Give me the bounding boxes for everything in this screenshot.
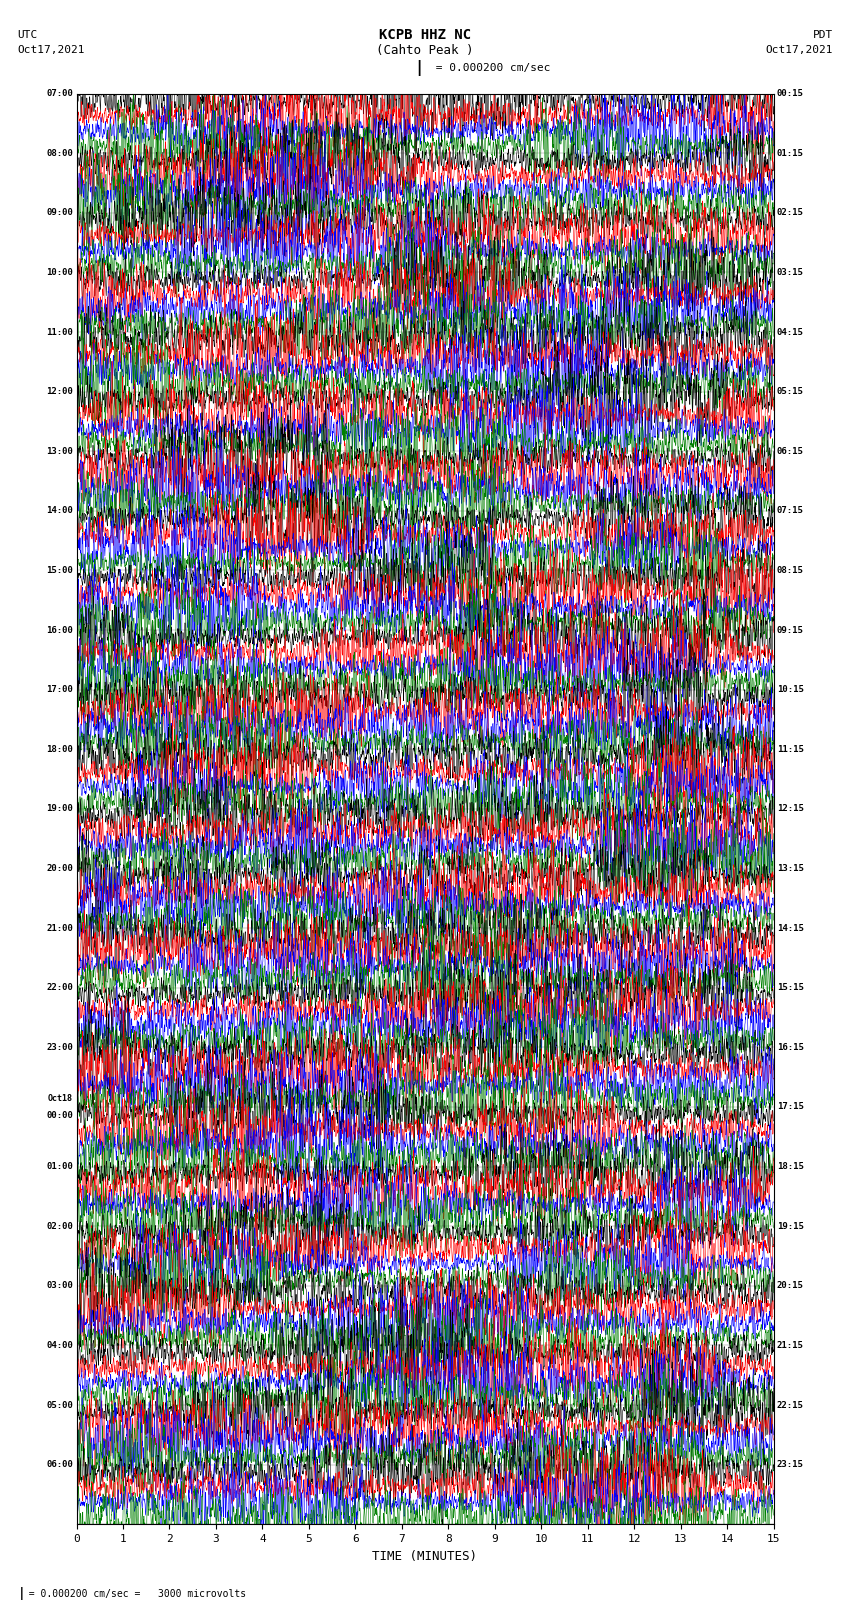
Text: 23:15: 23:15 [777, 1460, 804, 1469]
Text: 12:00: 12:00 [46, 387, 73, 397]
Text: 01:15: 01:15 [777, 148, 804, 158]
Text: 13:00: 13:00 [46, 447, 73, 456]
Text: 00:15: 00:15 [777, 89, 804, 98]
Text: 11:15: 11:15 [777, 745, 804, 753]
Text: 06:15: 06:15 [777, 447, 804, 456]
Text: 02:00: 02:00 [46, 1221, 73, 1231]
Text: 09:15: 09:15 [777, 626, 804, 634]
Text: 17:00: 17:00 [46, 686, 73, 694]
Text: 09:00: 09:00 [46, 208, 73, 218]
Text: 08:00: 08:00 [46, 148, 73, 158]
Text: 18:00: 18:00 [46, 745, 73, 753]
Text: 05:15: 05:15 [777, 387, 804, 397]
Text: 02:15: 02:15 [777, 208, 804, 218]
Text: KCPB HHZ NC: KCPB HHZ NC [379, 29, 471, 42]
Text: 15:15: 15:15 [777, 984, 804, 992]
Text: |: | [18, 1587, 25, 1600]
Text: 14:00: 14:00 [46, 506, 73, 515]
Text: Oct17,2021: Oct17,2021 [766, 45, 833, 55]
Text: 04:15: 04:15 [777, 327, 804, 337]
Text: 11:00: 11:00 [46, 327, 73, 337]
Text: 12:15: 12:15 [777, 805, 804, 813]
Text: Oct17,2021: Oct17,2021 [17, 45, 84, 55]
Text: 19:15: 19:15 [777, 1221, 804, 1231]
Text: 10:15: 10:15 [777, 686, 804, 694]
Text: 20:15: 20:15 [777, 1281, 804, 1290]
Text: UTC: UTC [17, 31, 37, 40]
Text: |: | [415, 60, 423, 76]
Text: 00:00: 00:00 [46, 1111, 73, 1121]
Text: 21:00: 21:00 [46, 924, 73, 932]
Text: 23:00: 23:00 [46, 1044, 73, 1052]
Text: 17:15: 17:15 [777, 1103, 804, 1111]
Text: PDT: PDT [813, 31, 833, 40]
Text: 08:15: 08:15 [777, 566, 804, 574]
Text: 06:00: 06:00 [46, 1460, 73, 1469]
Text: 13:15: 13:15 [777, 865, 804, 873]
Text: 05:00: 05:00 [46, 1400, 73, 1410]
Text: 16:15: 16:15 [777, 1044, 804, 1052]
Text: 10:00: 10:00 [46, 268, 73, 277]
Text: 14:15: 14:15 [777, 924, 804, 932]
Text: 03:15: 03:15 [777, 268, 804, 277]
Text: = 0.000200 cm/sec: = 0.000200 cm/sec [429, 63, 551, 73]
Text: 20:00: 20:00 [46, 865, 73, 873]
Text: = 0.000200 cm/sec =   3000 microvolts: = 0.000200 cm/sec = 3000 microvolts [17, 1589, 246, 1598]
Text: 16:00: 16:00 [46, 626, 73, 634]
Text: 07:00: 07:00 [46, 89, 73, 98]
Text: (Cahto Peak ): (Cahto Peak ) [377, 44, 473, 56]
Text: 04:00: 04:00 [46, 1340, 73, 1350]
Text: 03:00: 03:00 [46, 1281, 73, 1290]
Text: 07:15: 07:15 [777, 506, 804, 515]
Text: 19:00: 19:00 [46, 805, 73, 813]
Text: 22:00: 22:00 [46, 984, 73, 992]
Text: 21:15: 21:15 [777, 1340, 804, 1350]
Text: 22:15: 22:15 [777, 1400, 804, 1410]
Text: 18:15: 18:15 [777, 1161, 804, 1171]
X-axis label: TIME (MINUTES): TIME (MINUTES) [372, 1550, 478, 1563]
Text: 15:00: 15:00 [46, 566, 73, 574]
Text: Oct18: Oct18 [48, 1094, 73, 1103]
Text: 01:00: 01:00 [46, 1161, 73, 1171]
